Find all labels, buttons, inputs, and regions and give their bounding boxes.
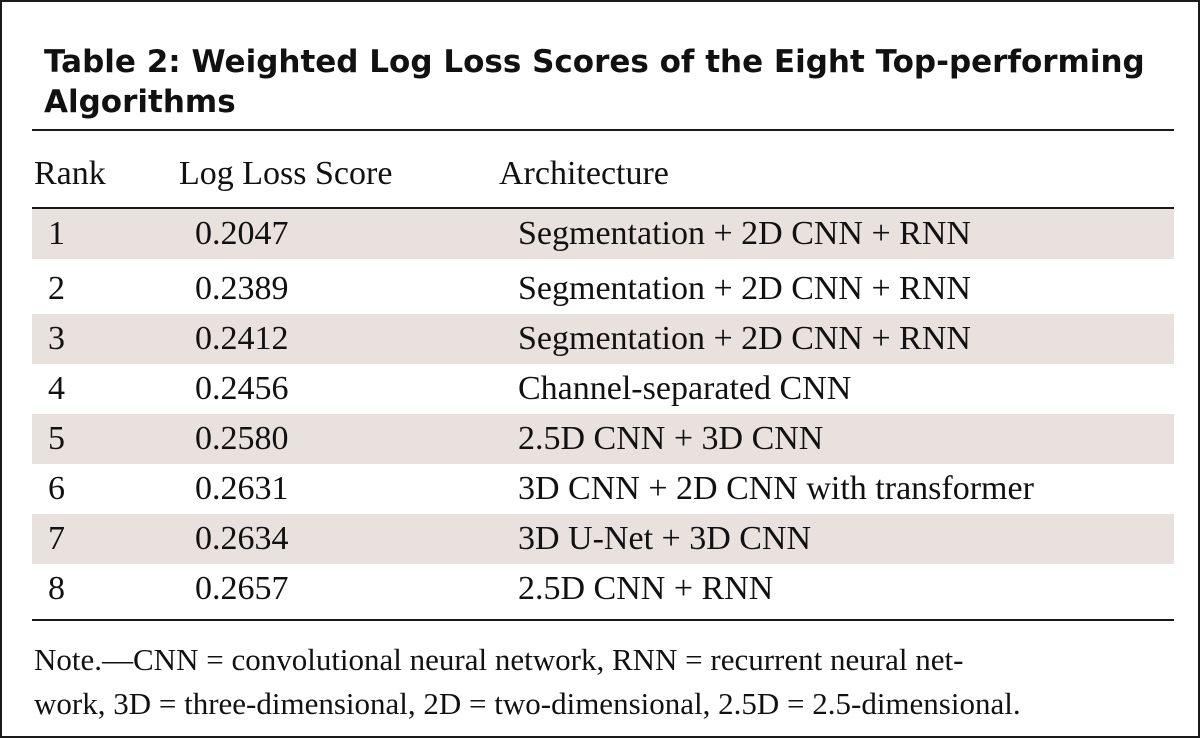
cell-architecture: 3D CNN + 2D CNN with transformer [518, 470, 1034, 507]
table-row: 1 0.2047 Segmentation + 2D CNN + RNN [32, 209, 1174, 259]
cell-score: 0.2631 [195, 470, 289, 507]
cell-score: 0.2580 [195, 420, 289, 457]
header-log-loss-score: Log Loss Score [179, 155, 393, 192]
cell-architecture: 2.5D CNN + RNN [518, 570, 774, 607]
cell-rank: 4 [48, 370, 65, 407]
table-row: 4 0.2456 Channel-separated CNN [32, 364, 1174, 414]
table-note: Note.—CNN = convolutional neural network… [34, 638, 1174, 726]
cell-rank: 3 [48, 320, 65, 357]
cell-score: 0.2657 [195, 570, 289, 607]
cell-score: 0.2389 [195, 270, 289, 307]
cell-score: 0.2634 [195, 520, 289, 557]
cell-architecture: 2.5D CNN + 3D CNN [518, 420, 824, 457]
cell-rank: 1 [48, 215, 65, 252]
cell-rank: 2 [48, 270, 65, 307]
table-title: Table 2: Weighted Log Loss Scores of the… [44, 44, 1145, 120]
cell-rank: 6 [48, 470, 65, 507]
table-row: 3 0.2412 Segmentation + 2D CNN + RNN [32, 314, 1174, 364]
table-row: 7 0.2634 3D U-Net + 3D CNN [32, 514, 1174, 564]
cell-architecture: Channel-separated CNN [518, 370, 852, 407]
bottom-rule [32, 619, 1174, 621]
cell-rank: 5 [48, 420, 65, 457]
note-line: Note.—CNN = convolutional neural network… [34, 642, 964, 677]
cell-rank: 7 [48, 520, 65, 557]
cell-rank: 8 [48, 570, 65, 607]
cell-architecture: Segmentation + 2D CNN + RNN [518, 215, 971, 252]
header-rank: Rank [34, 155, 106, 192]
header-architecture: Architecture [499, 155, 669, 192]
cell-architecture: Segmentation + 2D CNN + RNN [518, 270, 971, 307]
cell-architecture: Segmentation + 2D CNN + RNN [518, 320, 971, 357]
table-row: 8 0.2657 2.5D CNN + RNN [32, 564, 1174, 614]
cell-architecture: 3D U-Net + 3D CNN [518, 520, 812, 557]
top-rule [32, 129, 1174, 131]
table-row: 6 0.2631 3D CNN + 2D CNN with transforme… [32, 464, 1174, 514]
table-row: 2 0.2389 Segmentation + 2D CNN + RNN [32, 264, 1174, 314]
note-line: work, 3D = three-dimensional, 2D = two-d… [34, 686, 1021, 721]
cell-score: 0.2412 [195, 320, 289, 357]
cell-score: 0.2456 [195, 370, 289, 407]
table-row: 5 0.2580 2.5D CNN + 3D CNN [32, 414, 1174, 464]
header-rule [32, 207, 1174, 209]
cell-score: 0.2047 [195, 215, 289, 252]
